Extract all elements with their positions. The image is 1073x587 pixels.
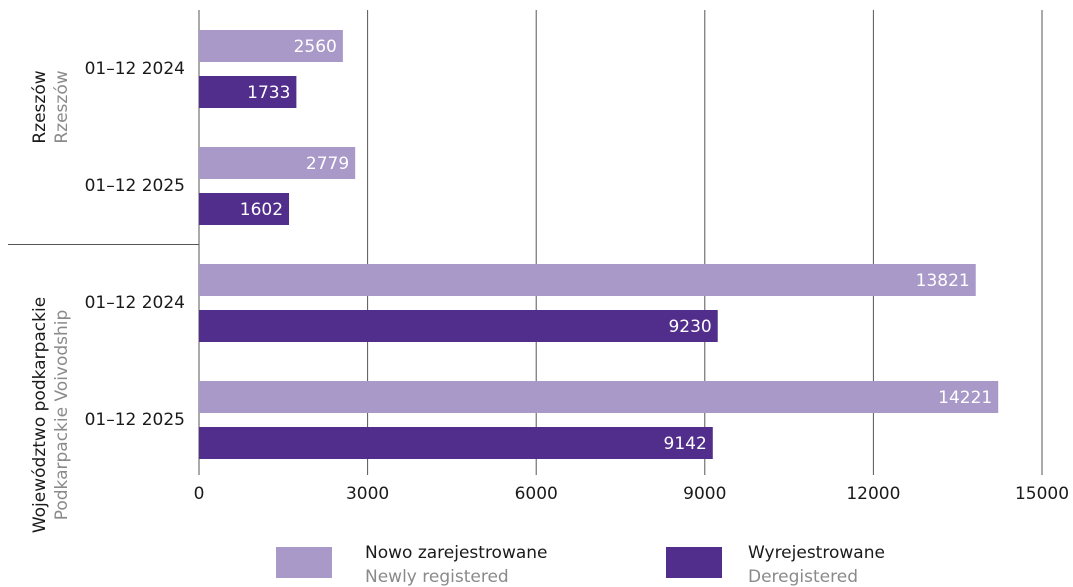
x-tick-label: 9000 — [683, 484, 726, 504]
value-label: 1602 — [240, 200, 283, 220]
x-tick-label: 3000 — [346, 484, 389, 504]
value-label: 2779 — [306, 154, 349, 174]
bar — [199, 147, 356, 179]
value-label: 13821 — [916, 271, 970, 291]
x-tick-label: 0 — [194, 484, 205, 504]
value-label: 9142 — [664, 434, 707, 454]
bar — [199, 381, 999, 413]
bar — [199, 76, 297, 108]
value-label: 1733 — [247, 83, 290, 103]
value-label: 9230 — [668, 317, 711, 337]
legend-label: Wyrejestrowane — [748, 543, 885, 563]
category-label: 01–12 2025 — [85, 410, 185, 430]
category-label: 01–12 2025 — [85, 176, 185, 196]
legend-swatch — [276, 547, 332, 578]
value-label: 2560 — [294, 37, 337, 57]
x-tick-label: 12000 — [846, 484, 900, 504]
legend-label-en: Newly registered — [365, 567, 509, 587]
legend-swatch — [666, 547, 722, 578]
group-label: Rzeszów — [52, 70, 72, 143]
category-label: 01–12 2024 — [85, 293, 185, 313]
group-label: Województwo podkarpackie — [30, 297, 50, 533]
bar — [199, 310, 718, 342]
group-label: Podkarpackie Voivodship — [52, 310, 72, 521]
bar — [199, 427, 713, 459]
x-tick-label: 6000 — [515, 484, 558, 504]
legend-label-en: Deregistered — [748, 567, 858, 587]
bar — [199, 193, 290, 225]
category-label: 01–12 2024 — [85, 59, 185, 79]
bar — [199, 30, 343, 62]
group-label: Rzeszów — [30, 70, 50, 143]
bar — [199, 264, 976, 296]
x-tick-label: 15000 — [1015, 484, 1069, 504]
value-label: 14221 — [938, 388, 992, 408]
legend-label: Nowo zarejestrowane — [365, 543, 548, 563]
